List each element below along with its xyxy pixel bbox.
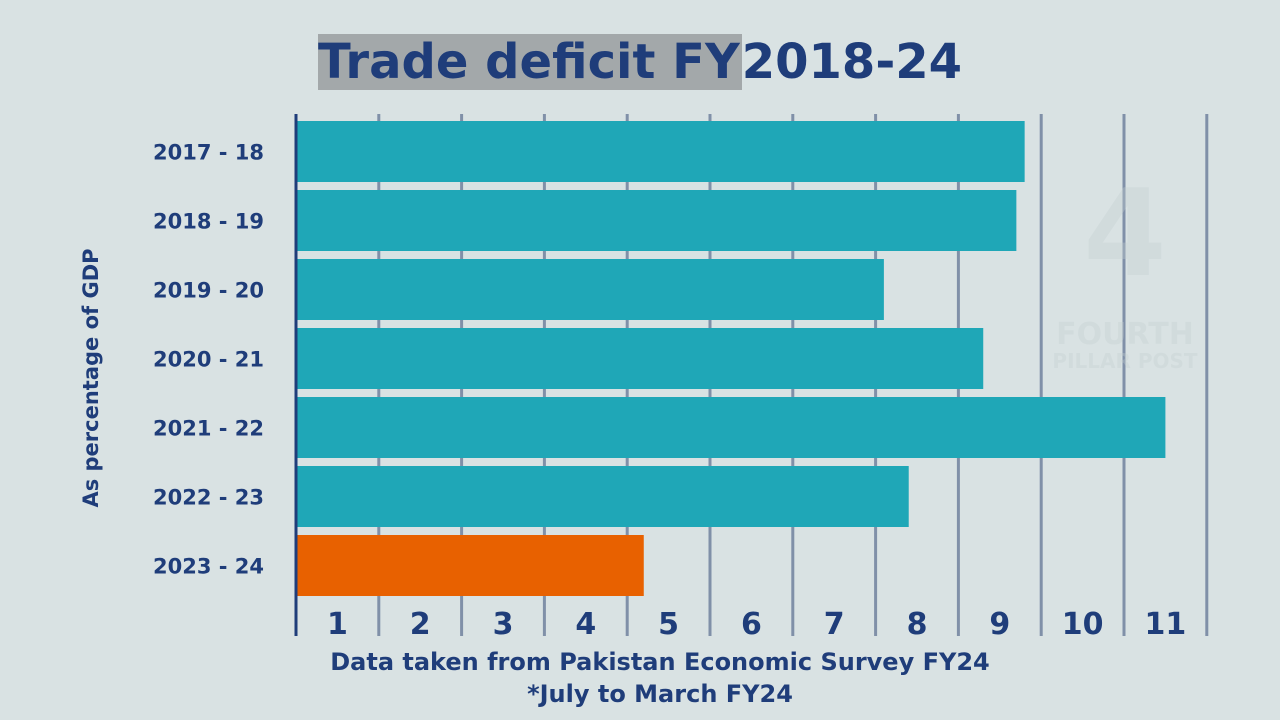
category-label: 2023 - 24 — [153, 555, 264, 579]
footnote: *July to March FY24 — [527, 680, 793, 708]
category-label: 2019 - 20 — [153, 279, 264, 303]
category-label: 2020 - 21 — [153, 348, 264, 372]
bar — [296, 397, 1166, 458]
x-tick-label: 8 — [907, 607, 928, 642]
category-label: 2021 - 22 — [153, 417, 264, 441]
category-label: 2018 - 19 — [153, 210, 264, 234]
category-label: 2022 - 23 — [153, 486, 264, 510]
bar — [296, 466, 909, 527]
x-tick-label: 7 — [824, 607, 845, 642]
category-label: 2017 - 18 — [153, 141, 264, 165]
source-note: Data taken from Pakistan Economic Survey… — [330, 648, 990, 676]
x-tick-label: 10 — [1062, 607, 1104, 642]
x-tick-label: 1 — [327, 607, 348, 642]
watermark-logo: 4 FOURTH PILLAR POST — [1040, 150, 1210, 380]
watermark-line1: FOURTH — [1056, 317, 1194, 352]
x-tick-label: 6 — [741, 607, 762, 642]
bar — [296, 121, 1025, 182]
bar — [296, 259, 884, 320]
bar — [296, 328, 984, 389]
chart-title-highlighted: Trade deficit FY — [317, 34, 742, 90]
x-tick-label: 9 — [989, 607, 1010, 642]
x-tick-label: 4 — [575, 607, 596, 642]
x-tick-label: 11 — [1145, 607, 1187, 642]
bar — [296, 190, 1017, 251]
chart-title: Trade deficit FY2018-24 — [0, 30, 1280, 94]
watermark-line2: PILLAR POST — [1052, 349, 1198, 373]
watermark-logo-mark: 4 — [1083, 165, 1167, 304]
x-tick-label: 3 — [493, 607, 514, 642]
x-tick-label: 2 — [410, 607, 431, 642]
bar — [296, 535, 644, 596]
x-tick-label: 5 — [658, 607, 679, 642]
chart-title-rest: 2018-24 — [741, 34, 963, 90]
